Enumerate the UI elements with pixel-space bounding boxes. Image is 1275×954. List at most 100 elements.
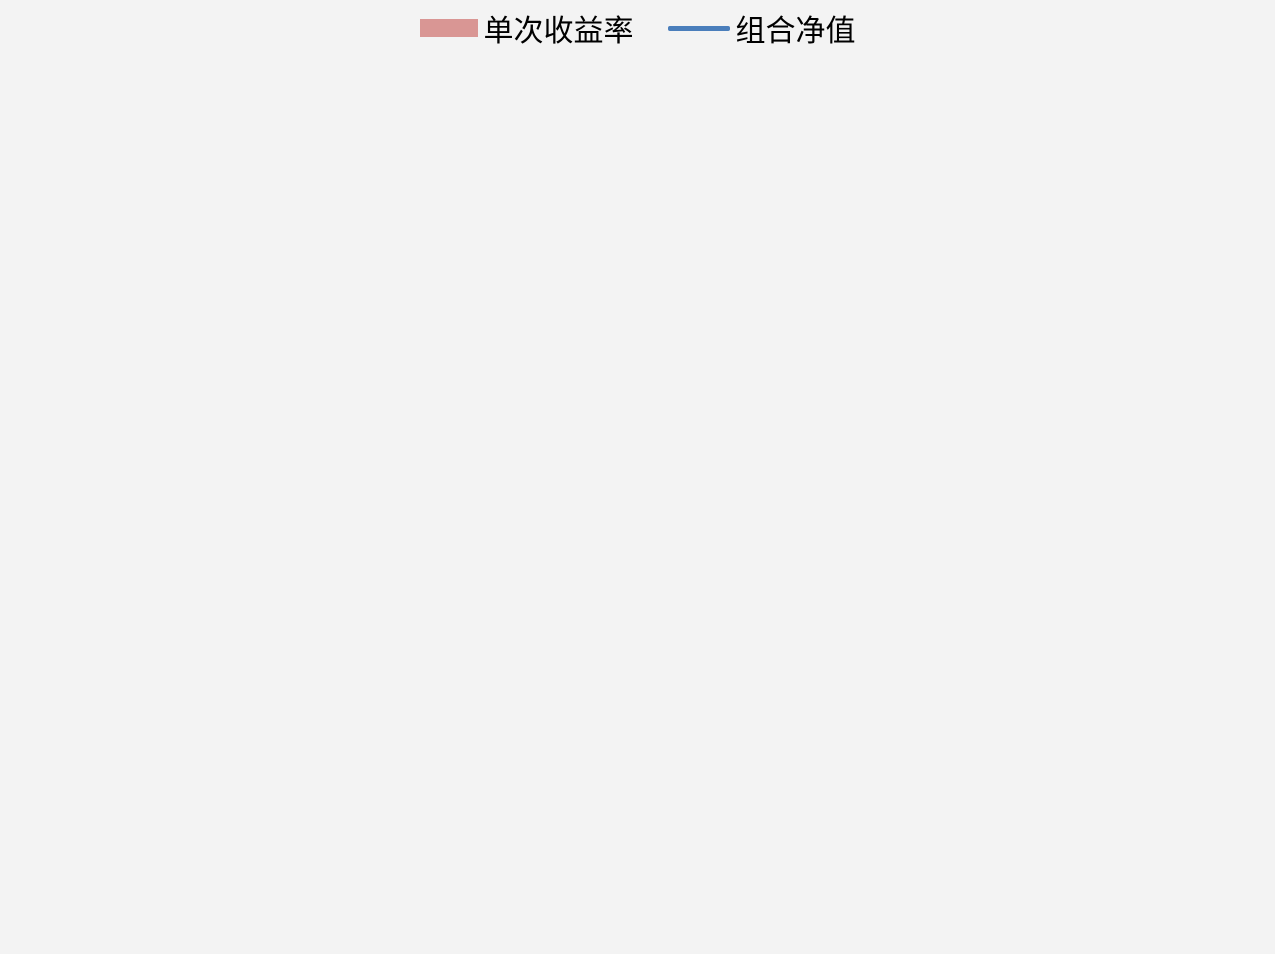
left-tick-label: 0.8 [26, 503, 62, 533]
return-bar [130, 428, 132, 447]
return-bar [372, 446, 374, 477]
return-bar [971, 364, 973, 447]
return-bar [277, 446, 279, 540]
return-bar [267, 446, 269, 545]
nav-line [86, 132, 1143, 450]
return-bar [992, 394, 994, 447]
return-bar [908, 366, 910, 447]
legend-line-swatch [667, 25, 730, 31]
return-bar [477, 384, 479, 447]
return-bar [1065, 346, 1068, 447]
return-bar [1034, 394, 1036, 447]
x-tick-label: 2008-12-31 [0, 808, 99, 923]
return-bar [960, 428, 963, 447]
return-bar [508, 407, 511, 447]
return-bar [887, 423, 889, 447]
return-bar [246, 434, 248, 447]
return-bar [1107, 446, 1110, 538]
left-tick-label: 0.2 [26, 717, 62, 747]
return-bar [803, 437, 805, 447]
return-bar [729, 446, 731, 509]
return-bar [288, 328, 290, 447]
return-bar [1044, 432, 1047, 447]
return-bar [571, 446, 574, 484]
return-bar [351, 446, 353, 497]
return-bar [309, 437, 311, 447]
right-tick-label: -10.00% [1168, 610, 1265, 640]
return-bar [151, 353, 153, 447]
return-bar [487, 353, 490, 447]
left-tick-label: 2 [48, 75, 62, 105]
return-bar [109, 393, 111, 447]
return-bar [403, 444, 405, 447]
return-bar [676, 428, 679, 447]
return-bar [414, 437, 416, 447]
return-bar [918, 159, 920, 447]
return-bar [939, 446, 942, 481]
return-bar [214, 446, 216, 500]
legend: 单次收益率 组合净值 [0, 6, 1275, 50]
return-bar [561, 389, 563, 447]
return-bar [172, 446, 174, 604]
return-bar [771, 446, 773, 461]
return-bar [361, 416, 363, 447]
return-bar [1023, 446, 1026, 463]
return-bar [1118, 327, 1120, 447]
return-bar [340, 446, 342, 484]
x-tick-label: 2016-12-31 [993, 808, 1108, 923]
return-bar [1128, 441, 1131, 447]
return-bar [981, 446, 984, 736]
line-series [86, 132, 1143, 450]
right-tick-label: 5.00% [1168, 342, 1242, 372]
return-bar [435, 446, 437, 558]
x-tick-label: 2009-12-31 [110, 808, 225, 923]
return-bar [782, 435, 784, 447]
right-tick-label: -5.00% [1168, 521, 1250, 551]
return-bar [1076, 446, 1078, 472]
right-tick-label: 20.00% [1168, 75, 1256, 105]
legend-label-nav: 组合净值 [735, 15, 856, 48]
x-tick-label: 2012-12-31 [488, 808, 603, 923]
return-bar [119, 289, 122, 447]
return-bar [592, 330, 595, 447]
return-bar [424, 446, 427, 479]
return-bar [634, 446, 637, 484]
right-tick-label: 0.00% [1168, 432, 1242, 462]
return-bar [582, 446, 584, 497]
return-bar [761, 434, 763, 447]
right-tick-label: 15.00% [1168, 164, 1256, 194]
right-tick-label: 10.00% [1168, 253, 1256, 283]
return-bar [382, 441, 384, 447]
x-tick-label: 2014-12-31 [741, 808, 856, 923]
return-bar [834, 400, 836, 447]
gridlines [89, 89, 1140, 804]
return-bar [855, 446, 857, 732]
bar-series [98, 159, 1131, 736]
left-tick-label: 1.2 [26, 360, 62, 390]
return-bar [204, 371, 206, 447]
return-bar [1002, 309, 1005, 447]
return-bar [613, 437, 616, 447]
return-bar [529, 446, 532, 534]
return-bar [519, 434, 521, 447]
return-bar [666, 401, 668, 447]
return-bar [866, 371, 868, 447]
left-tick-label: 1.4 [26, 289, 62, 319]
left-tick-label: 0.6 [26, 574, 62, 604]
return-bar [456, 434, 458, 447]
return-bar [845, 262, 847, 447]
return-bar [645, 378, 647, 447]
return-bar [750, 446, 752, 459]
x-tick-label: 2013-12-31 [615, 808, 730, 923]
legend-label-return: 单次收益率 [483, 15, 634, 48]
return-bar [697, 446, 700, 481]
return-bar [256, 446, 258, 467]
return-bar [540, 446, 542, 499]
left-tick-label: 1.6 [26, 218, 62, 248]
return-bar [466, 446, 469, 509]
return-bar [193, 364, 195, 447]
left-tick-label: 0 [48, 788, 62, 818]
return-bar [98, 355, 101, 447]
return-bar [876, 446, 878, 547]
return-bar [624, 446, 626, 540]
